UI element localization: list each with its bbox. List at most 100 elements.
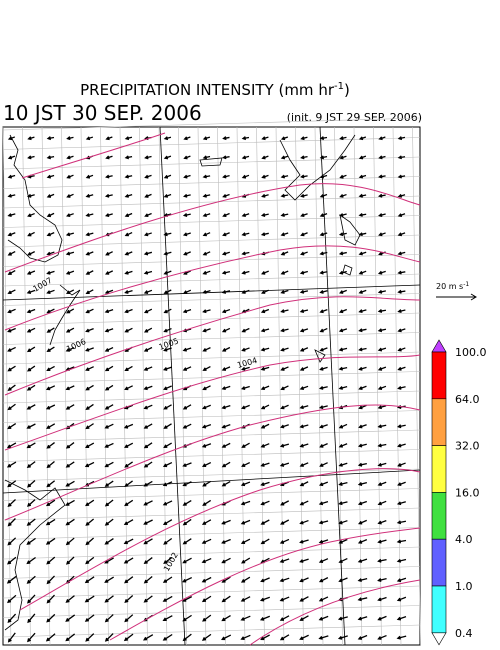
wind-arrow: [46, 289, 55, 294]
vector-legend-text: 20 m s: [436, 282, 463, 291]
wind-arrow: [202, 328, 211, 333]
wind-arrow: [124, 327, 133, 333]
wind-arrow: [182, 576, 193, 583]
wind-arrow: [377, 596, 387, 602]
wind-arrow: [45, 537, 56, 545]
wind-arrow: [358, 193, 367, 198]
grid-line: [2, 312, 421, 326]
wind-arrow: [279, 462, 290, 467]
graticule-line: [2, 469, 421, 494]
wind-arrow: [66, 155, 74, 160]
grid-line: [2, 156, 421, 170]
wind-arrow: [124, 576, 134, 584]
wind-arrow: [299, 539, 309, 544]
wind-arrow: [338, 577, 348, 583]
wind-arrow: [221, 480, 231, 487]
wind-arrow: [378, 193, 386, 198]
wind-arrow: [396, 520, 407, 525]
grid-line: [2, 215, 421, 228]
wind-arrow: [124, 231, 133, 237]
lake: [342, 264, 353, 276]
wind-arrow: [319, 289, 328, 294]
isobar: [249, 579, 421, 646]
wind-arrow: [7, 136, 16, 141]
wind-arrow: [221, 251, 230, 256]
colorbar-under: [431, 632, 447, 646]
wind-arrow: [7, 174, 16, 179]
wind-arrow: [124, 270, 133, 275]
wind-arrow: [143, 346, 153, 352]
wind-arrow: [85, 289, 94, 295]
wind-arrow: [377, 366, 387, 371]
wind-arrow: [358, 155, 367, 160]
wind-arrow: [45, 518, 56, 526]
wind-arrow: [26, 461, 36, 468]
wind-arrow: [260, 308, 270, 314]
isobar: [19, 468, 421, 611]
wind-arrow: [163, 557, 173, 565]
grid-line: [178, 126, 187, 646]
wind-arrow: [377, 270, 386, 275]
wind-arrow: [201, 538, 212, 544]
wind-arrow: [104, 480, 114, 487]
wind-arrow: [221, 385, 231, 391]
wind-arrow: [378, 155, 386, 160]
wind-arrow: [123, 557, 134, 564]
wind-arrow: [358, 424, 367, 429]
wind-arrow: [280, 251, 289, 256]
wind-arrow: [143, 270, 153, 275]
wind-arrow: [202, 347, 211, 352]
wind-arrow: [300, 193, 308, 198]
wind-arrow: [221, 366, 231, 371]
wind-arrow: [46, 613, 56, 623]
wind-arrow: [182, 518, 192, 526]
wind-arrow: [84, 595, 95, 603]
wind-arrow: [182, 404, 192, 410]
wind-arrow: [7, 480, 17, 488]
wind-arrow: [260, 634, 270, 641]
wind-arrow: [27, 136, 35, 141]
grid-line: [392, 126, 402, 646]
wind-arrow: [105, 136, 113, 141]
wind-arrow: [85, 403, 94, 410]
wind-arrow: [65, 633, 76, 642]
grid-line: [61, 126, 70, 646]
wind-arrow: [85, 499, 95, 507]
wind-arrow: [163, 308, 172, 314]
wind-arrow: [397, 481, 406, 487]
wind-arrow: [202, 251, 211, 256]
wind-arrow: [279, 538, 290, 544]
grid-line: [295, 126, 304, 646]
wind-arrow: [280, 328, 289, 333]
wind-arrow: [26, 499, 36, 507]
wind-arrow: [85, 270, 94, 275]
grid-line: [2, 449, 421, 462]
wind-arrow: [27, 231, 35, 237]
wind-arrow: [26, 423, 36, 429]
wind-arrow: [377, 328, 387, 333]
wind-arrow: [124, 251, 133, 256]
wind-arrow: [46, 365, 55, 372]
wind-arrow: [357, 597, 368, 602]
wind-arrow: [222, 232, 230, 237]
wind-arrow: [124, 614, 134, 623]
wind-arrow: [222, 155, 230, 160]
wind-arrow: [241, 155, 250, 160]
grid-line: [373, 126, 382, 646]
wind-arrow: [124, 136, 133, 141]
wind-arrow: [358, 328, 367, 333]
wind-arrow: [357, 500, 368, 506]
wind-arrow: [300, 155, 308, 160]
wind-arrow: [162, 595, 173, 602]
wind-arrow: [240, 634, 251, 640]
colorbar-segment: [431, 538, 447, 587]
graticule-line: [2, 284, 421, 301]
wind-arrow: [396, 635, 407, 640]
wind-arrow: [45, 385, 56, 391]
grid-line: [2, 332, 421, 345]
wind-arrow: [162, 366, 172, 371]
wind-arrow: [357, 558, 368, 563]
wind-arrow: [182, 213, 191, 217]
wind-arrow: [358, 385, 367, 390]
wind-arrow: [279, 634, 290, 641]
